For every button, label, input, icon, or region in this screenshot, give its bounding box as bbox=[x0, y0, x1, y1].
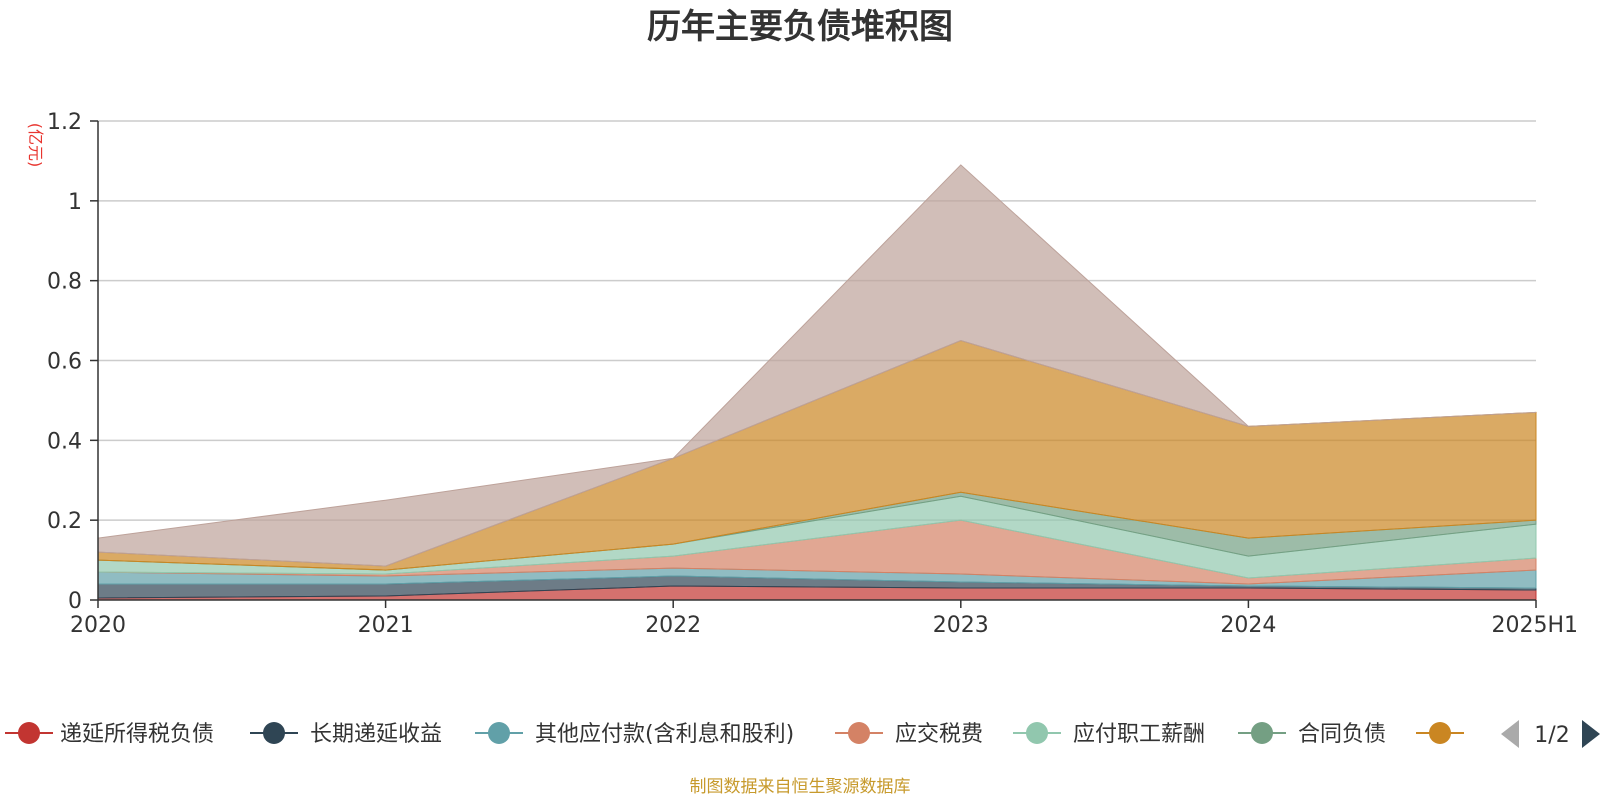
x-tick-label: 2025H1 bbox=[1491, 613, 1578, 638]
legend-item-4[interactable]: 应付职工薪酬 bbox=[1013, 722, 1205, 747]
legend-label: 合同负债 bbox=[1298, 722, 1386, 747]
legend-label: 长期递延收益 bbox=[310, 722, 442, 747]
legend[interactable]: 递延所得税负债 长期递延收益 其他应付款(含利息和股利) 应交税费 应付职工薪酬 合同负债… bbox=[5, 720, 1600, 748]
y-tick-label: 1.2 bbox=[47, 110, 82, 135]
y-tick-label: 0.2 bbox=[47, 509, 82, 534]
legend-item-1[interactable]: 长期递延收益 bbox=[250, 722, 442, 747]
legend-item-3[interactable]: 应交税费 bbox=[835, 722, 983, 747]
legend-marker bbox=[1026, 722, 1048, 744]
y-tick-label: 0.4 bbox=[47, 429, 82, 454]
x-tick-label: 2022 bbox=[645, 613, 701, 638]
legend-page-indicator: 1/2 bbox=[1534, 723, 1569, 748]
legend-label: 应交税费 bbox=[895, 722, 983, 747]
data-source-label: 制图数据来自恒生聚源数据库 bbox=[690, 777, 911, 797]
x-tick-label: 2020 bbox=[70, 613, 126, 638]
axis-layer: 0 0.2 0.4 0.6 0.8 1 1.2 2020 2021 2022 2023 2024 202… bbox=[47, 110, 1578, 638]
legend-marker bbox=[848, 722, 870, 744]
legend-marker bbox=[488, 722, 510, 744]
legend-marker bbox=[1429, 722, 1451, 744]
legend-prev-page-icon[interactable] bbox=[1501, 720, 1519, 748]
legend-label: 应付职工薪酬 bbox=[1073, 722, 1205, 747]
y-tick-label: 0 bbox=[68, 589, 82, 614]
chart-title: 历年主要负债堆积图 bbox=[647, 7, 953, 47]
y-axis-unit-label: (亿元) bbox=[26, 123, 45, 168]
area-series-7 bbox=[97, 164, 1537, 567]
x-tick-label: 2023 bbox=[933, 613, 989, 638]
y-tick-label: 1 bbox=[68, 190, 82, 215]
legend-item-6[interactable] bbox=[1416, 722, 1464, 744]
legend-label: 其他应付款(含利息和股利) bbox=[535, 722, 794, 747]
legend-marker bbox=[1251, 722, 1273, 744]
legend-label: 递延所得税负债 bbox=[60, 722, 214, 747]
x-tick-label: 2021 bbox=[358, 613, 414, 638]
legend-item-0[interactable]: 递延所得税负债 bbox=[5, 722, 214, 747]
legend-marker bbox=[263, 722, 285, 744]
area-layer bbox=[97, 164, 1537, 601]
legend-marker bbox=[18, 722, 40, 744]
y-tick-label: 0.6 bbox=[47, 350, 82, 375]
x-tick-label: 2024 bbox=[1220, 613, 1276, 638]
legend-item-5[interactable]: 合同负债 bbox=[1238, 722, 1386, 747]
y-tick-label: 0.8 bbox=[47, 270, 82, 295]
legend-next-page-icon[interactable] bbox=[1582, 720, 1600, 748]
legend-item-2[interactable]: 其他应付款(含利息和股利) bbox=[475, 722, 794, 747]
